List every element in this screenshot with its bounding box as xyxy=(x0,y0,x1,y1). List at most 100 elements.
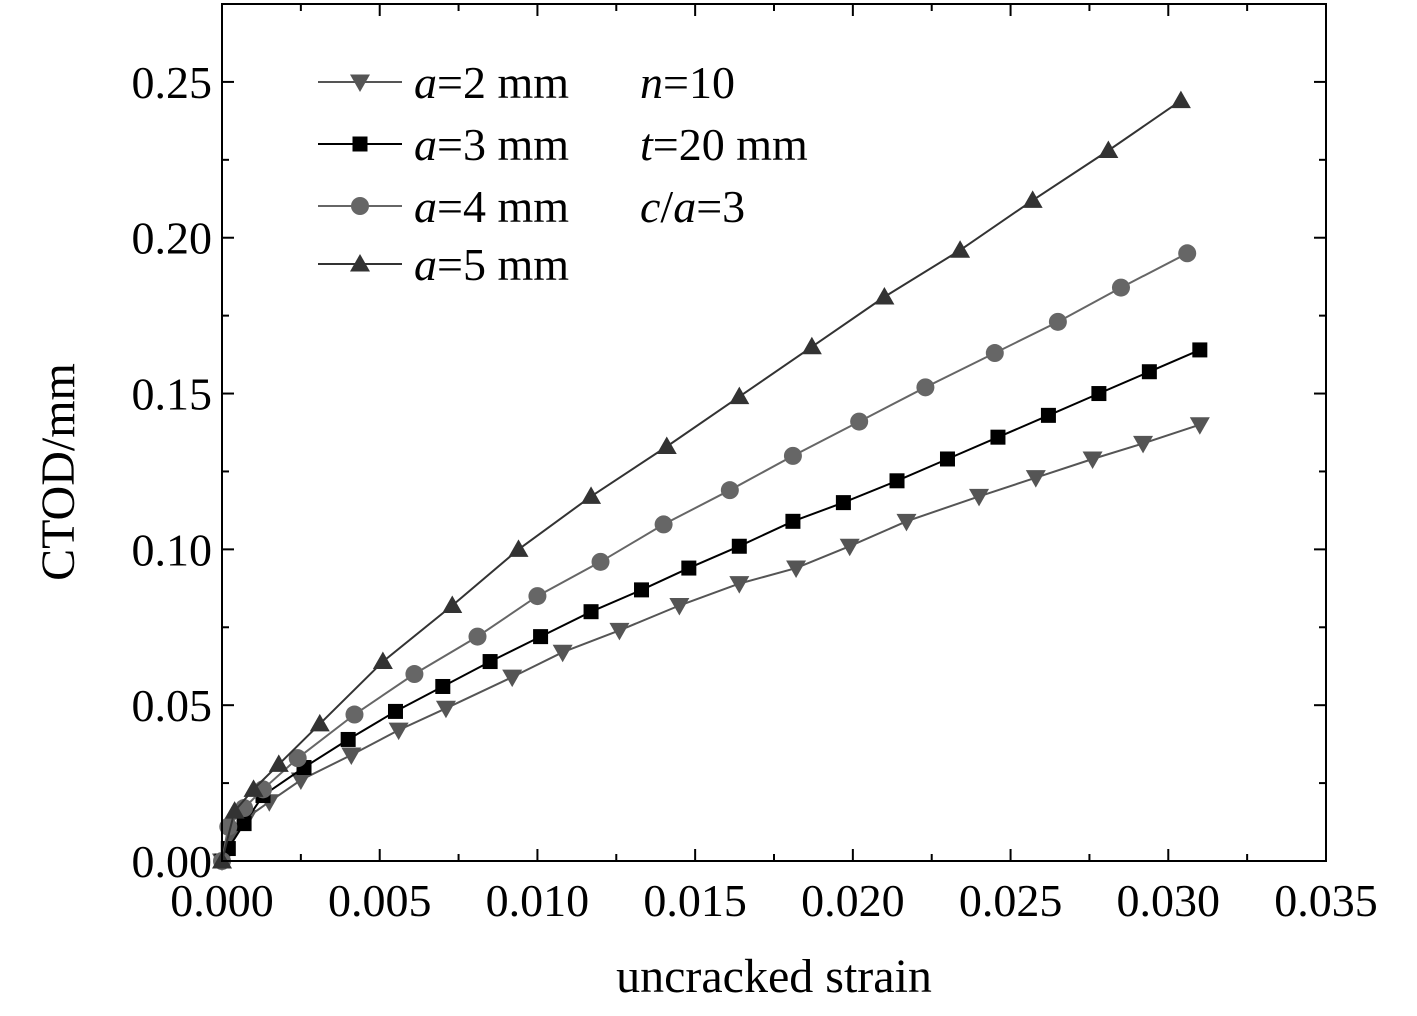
x-tick-label: 0.010 xyxy=(486,875,590,926)
data-point xyxy=(583,604,599,620)
data-point xyxy=(236,816,252,832)
data-point xyxy=(969,488,990,507)
x-tick-label: 0.015 xyxy=(643,875,747,926)
data-point xyxy=(874,286,895,305)
data-point xyxy=(1022,190,1043,208)
data-point xyxy=(345,705,364,724)
data-point xyxy=(656,436,677,455)
data-point xyxy=(533,629,549,645)
data-point xyxy=(985,344,1004,363)
data-point xyxy=(581,486,602,504)
data-point xyxy=(1141,364,1157,380)
data-point xyxy=(435,678,451,694)
parameter-annotations: n=10 t=20 mm c/a=3 xyxy=(640,57,808,232)
data-point xyxy=(1178,244,1197,263)
y-axis-title: CTOD/mm xyxy=(32,363,85,581)
data-point xyxy=(916,378,935,397)
data-point xyxy=(387,703,403,719)
x-tick-label: 0.030 xyxy=(1117,875,1221,926)
data-point xyxy=(508,539,529,557)
data-point xyxy=(634,582,650,598)
data-point xyxy=(835,495,851,511)
x-tick-label: 0.025 xyxy=(959,875,1063,926)
data-point xyxy=(372,651,393,670)
data-point xyxy=(442,595,463,613)
data-point xyxy=(1189,417,1210,435)
x-tick-label: 0.020 xyxy=(801,875,905,926)
data-point xyxy=(224,801,245,819)
legend-marker xyxy=(350,254,370,272)
data-point xyxy=(1133,435,1154,454)
data-point xyxy=(591,552,610,571)
data-point xyxy=(243,779,264,797)
data-point xyxy=(552,644,573,663)
data-point xyxy=(468,627,487,646)
data-point xyxy=(939,451,955,467)
data-point xyxy=(801,336,822,355)
legend-entry: a=3 mm xyxy=(318,119,569,170)
data-point xyxy=(1091,386,1107,402)
axes: 0.000 0.005 0.010 0.015 0.020 0.025 0.030 0.035… xyxy=(132,3,1378,926)
series-line xyxy=(221,252,1188,862)
data-point xyxy=(889,473,905,489)
y-tick-label: 0.10 xyxy=(132,524,213,575)
legend-marker xyxy=(352,136,368,152)
legend-label: a=5 mm xyxy=(414,239,569,290)
data-point xyxy=(482,654,498,670)
data-point xyxy=(729,386,750,405)
data-point xyxy=(388,722,409,741)
data-point xyxy=(502,669,523,688)
data-point xyxy=(290,772,311,790)
legend-label: a=2 mm xyxy=(414,57,569,108)
data-point xyxy=(288,749,307,768)
data-point xyxy=(729,576,750,594)
x-axis-title: uncracked strain xyxy=(616,950,932,1003)
x-tick-label: 0.035 xyxy=(1274,875,1378,926)
series-4 xyxy=(212,90,1191,869)
data-point xyxy=(720,481,739,500)
plot-area xyxy=(212,90,1210,871)
data-point xyxy=(405,665,424,684)
series-1 xyxy=(212,417,1210,871)
legend-entry: a=4 mm xyxy=(318,181,569,232)
data-point xyxy=(1192,342,1208,358)
series-2 xyxy=(214,342,1208,869)
series-line xyxy=(221,423,1201,862)
data-point xyxy=(528,587,547,606)
data-point xyxy=(850,412,869,431)
data-point xyxy=(783,446,802,465)
y-tick-label: 0.00 xyxy=(132,836,213,887)
y-tick-label: 0.20 xyxy=(132,213,213,264)
x-tick-label: 0.005 xyxy=(328,875,432,926)
annotation-text: n=10 xyxy=(640,57,735,108)
data-point xyxy=(990,429,1006,445)
data-point xyxy=(1098,140,1119,158)
data-point xyxy=(785,513,801,529)
y-tick-label: 0.05 xyxy=(132,680,213,731)
data-point xyxy=(669,597,690,616)
data-point xyxy=(435,700,456,719)
data-point xyxy=(609,622,630,641)
data-point xyxy=(340,731,356,747)
data-point xyxy=(681,560,697,576)
x-tick-label: 0.000 xyxy=(170,875,274,926)
annotation-text: t=20 mm xyxy=(640,119,808,170)
data-point xyxy=(896,513,917,532)
data-point xyxy=(839,538,860,557)
data-point xyxy=(731,538,747,554)
legend-marker xyxy=(350,74,370,92)
y-tick-label: 0.15 xyxy=(132,369,213,420)
data-point xyxy=(1111,278,1130,297)
data-point xyxy=(1082,451,1103,469)
data-point xyxy=(654,515,673,534)
legend: a=2 mm a=3 mm a=4 mm a=5 mm xyxy=(318,57,569,290)
legend-entry: a=2 mm xyxy=(318,57,569,108)
annotation-text: c/a=3 xyxy=(640,181,745,232)
data-point xyxy=(268,754,289,772)
legend-marker xyxy=(351,197,369,215)
legend-entry: a=5 mm xyxy=(318,239,569,290)
data-point xyxy=(950,240,971,258)
legend-label: a=3 mm xyxy=(414,119,569,170)
data-point xyxy=(1025,470,1046,488)
